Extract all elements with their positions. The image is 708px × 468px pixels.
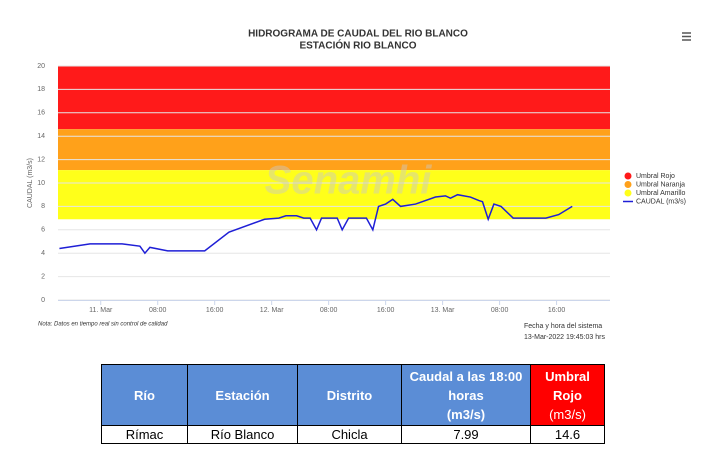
legend-marker xyxy=(624,181,632,188)
cell: Rímac xyxy=(101,425,188,444)
legend-marker xyxy=(624,189,632,197)
y-tick-label: 10 xyxy=(37,180,45,187)
header-row: Río Estación Distrito Caudal a las 18:00… xyxy=(101,364,605,426)
header-unit: (m3/s) xyxy=(549,406,586,422)
y-tick-label: 20 xyxy=(37,63,45,70)
chart-subtitle: ESTACIÓN RIO BLANCO xyxy=(299,39,416,52)
data-line xyxy=(59,193,573,255)
x-tick-label: 16:00 xyxy=(206,307,224,314)
y-tick-label: 12 xyxy=(37,156,45,163)
cell: Río Blanco xyxy=(187,425,298,444)
legend-marker xyxy=(624,172,632,180)
chart-title: HIDROGRAMA DE CAUDAL DEL RIO BLANCO xyxy=(248,29,468,40)
cell: 14.6 xyxy=(530,425,605,444)
x-tick-label: 16:00 xyxy=(377,307,395,314)
header-text: Umbral Rojo xyxy=(545,368,590,403)
header-cell: Río xyxy=(101,364,188,426)
y-tick-label: 4 xyxy=(41,250,45,257)
footer: 13-Mar-2022 19:45:03 hrs xyxy=(524,334,605,341)
header-cell: Estación xyxy=(187,364,298,426)
y-tick-label: 2 xyxy=(41,273,45,280)
row: Rímac Río Blanco Chicla 7.99 14.6 xyxy=(101,425,605,444)
x-tick-label: 08:00 xyxy=(320,307,338,314)
watermark: Senamhi xyxy=(265,159,433,203)
menu-icon[interactable] xyxy=(682,32,691,41)
y-tick-label: 18 xyxy=(37,86,45,93)
legend-label: Umbral Naranja xyxy=(636,181,685,188)
note: Nota: Datos en tiempo real sin control d… xyxy=(38,322,168,328)
header-cell: Umbral Rojo (m3/s) xyxy=(530,364,605,426)
header-cell: Distrito xyxy=(297,364,402,426)
y-axis-label: CAUDAL (m3/s) xyxy=(27,158,34,208)
legend-label: Umbral Amarillo xyxy=(636,190,686,197)
table: Río Estación Distrito Caudal a las 18:00… xyxy=(101,364,605,444)
cell: 7.99 xyxy=(401,425,531,444)
x-tick-label: 08:00 xyxy=(149,307,167,314)
x-tick-label: 16:00 xyxy=(548,307,566,314)
x-tick-label: 12. Mar xyxy=(260,307,284,314)
x-tick-label: 13. Mar xyxy=(431,307,455,314)
x-tick-label: 11. Mar xyxy=(89,307,113,314)
footer: Fecha y hora del sistema xyxy=(524,323,602,330)
threshold-band xyxy=(58,170,610,220)
legend-label: CAUDAL (m3/s) xyxy=(636,198,686,205)
header-text: Caudal a las 18:00 horas xyxy=(409,368,523,403)
y-tick-label: 14 xyxy=(37,133,45,140)
x-tick-label: 08:00 xyxy=(491,307,509,314)
legend-label: Umbral Rojo xyxy=(636,173,675,180)
cell: Chicla xyxy=(297,425,402,444)
header-unit: (m3/s) xyxy=(446,406,486,422)
y-tick-label: 16 xyxy=(37,110,45,117)
y-tick-label: 0 xyxy=(41,297,45,304)
chart: HIDROGRAMA DE CAUDAL DEL RIO BLANCO ESTA… xyxy=(27,29,691,341)
header-cell: Caudal a las 18:00 horas (m3/s) xyxy=(401,364,531,426)
y-tick-label: 8 xyxy=(41,203,45,210)
y-tick-label: 6 xyxy=(41,227,45,234)
threshold-band xyxy=(58,66,610,130)
